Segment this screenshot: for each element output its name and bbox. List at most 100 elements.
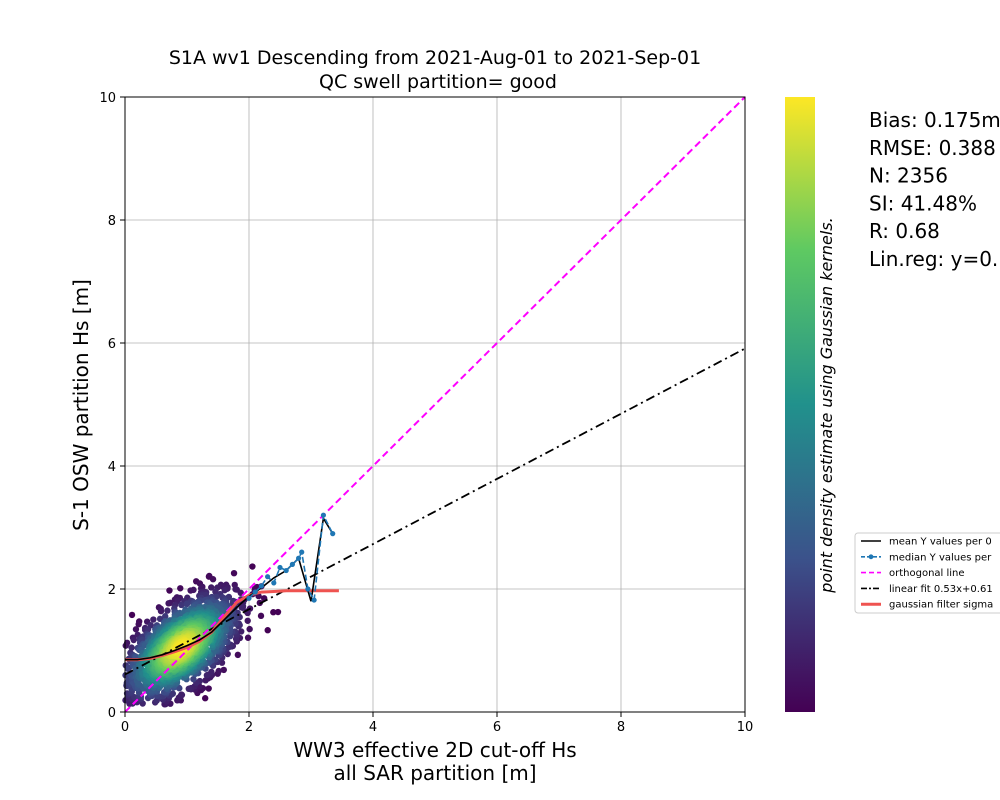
median-y-point — [265, 574, 271, 580]
legend-label-mean: mean Y values per 0 — [889, 537, 992, 548]
y-tick-label: 8 — [108, 214, 116, 229]
stat-line: Bias: 0.175m — [869, 108, 1000, 132]
x-tick-label: 10 — [737, 720, 754, 735]
scatter-point — [249, 563, 256, 570]
scatter-point — [230, 569, 238, 577]
chart-title: S1A wv1 Descending from 2021-Aug-01 to 2… — [169, 47, 701, 69]
orthogonal-line — [124, 96, 746, 713]
chart-titles: S1A wv1 Descending from 2021-Aug-01 to 2… — [169, 47, 701, 93]
scatter-point — [132, 626, 140, 633]
plot-frame — [124, 96, 746, 713]
colorbar-label: point density estimate using Gaussian ke… — [817, 217, 836, 593]
scatter-point — [190, 586, 197, 594]
y-tick-label: 4 — [108, 460, 116, 475]
scatter-point — [208, 584, 215, 591]
scatter-point — [202, 677, 209, 684]
scatter-point — [215, 667, 222, 675]
y-axis-ticks: 0 2 4 6 8 10 — [99, 91, 125, 721]
y-tick-label: 6 — [108, 337, 116, 352]
x-axis-ticks: 0 2 4 6 8 10 — [121, 712, 753, 735]
median-y-point — [289, 561, 295, 568]
scatter-point — [209, 576, 217, 583]
scatter-point — [270, 609, 277, 616]
x-axis-label-line2: all SAR partition [m] — [333, 761, 536, 785]
scatter-point — [264, 627, 271, 634]
median-y-point — [299, 549, 305, 555]
scatter-point — [169, 690, 177, 697]
scatter-point — [185, 685, 192, 693]
scatter-point — [135, 679, 142, 687]
scatter-point — [244, 617, 251, 624]
scatter-points — [122, 563, 282, 708]
scatter-point — [238, 628, 245, 635]
scatter-point — [232, 586, 239, 593]
stat-line: Lin.reg: y=0. — [869, 247, 998, 271]
legend-box — [854, 532, 1000, 614]
legend-label-orthogonal: orthogonal line — [889, 568, 965, 579]
median-y-point — [252, 589, 258, 595]
median-y-point — [271, 580, 277, 586]
scatter-point — [177, 585, 184, 592]
colorbar-gradient — [785, 97, 815, 712]
statistics-panel: Bias: 0.175m RMSE: 0.388 N: 2356 SI: 41.48%… — [869, 108, 1000, 271]
median-y-point — [246, 595, 252, 601]
median-y-point — [283, 567, 289, 574]
scatter-point — [162, 613, 169, 620]
y-tick-label: 10 — [99, 91, 116, 106]
scatter-point — [130, 636, 137, 644]
scatter-point — [274, 608, 282, 616]
scatter-point — [190, 675, 197, 683]
scatter-point — [221, 586, 228, 594]
legend-label-linfit: linear fit 0.53x+0.61 — [889, 584, 993, 595]
scatter-point — [128, 644, 135, 651]
scatter-point — [238, 604, 245, 611]
legend-label-gaussian: gaussian filter sigma — [889, 600, 993, 611]
stat-line: SI: 41.48% — [869, 191, 977, 215]
scatter-point — [234, 651, 242, 659]
scatter-point — [166, 587, 173, 594]
scatter-point — [150, 616, 157, 623]
x-tick-label: 4 — [369, 720, 377, 735]
y-axis-label: S-1 OSW partition Hs [m] — [69, 279, 93, 531]
median-y-point — [305, 586, 311, 592]
median-y-point — [296, 555, 302, 561]
mean-y-line — [125, 515, 334, 661]
median-y-point — [311, 597, 317, 603]
axis-labels: WW3 effective 2D cut-off Hs all SAR part… — [69, 279, 577, 785]
y-tick-label: 0 — [108, 706, 116, 721]
stat-line: RMSE: 0.388 — [869, 136, 996, 160]
scatter-point — [128, 611, 136, 619]
x-tick-label: 2 — [245, 720, 253, 735]
scatter-point — [203, 672, 211, 679]
legend-label-median: median Y values per — [889, 552, 992, 563]
legend-marker-median — [868, 554, 874, 560]
median-y-point — [277, 564, 283, 571]
median-y-point — [330, 531, 336, 537]
scatter-point — [183, 600, 190, 608]
scatter-point — [157, 607, 165, 615]
series-lines — [124, 96, 746, 713]
median-y-point — [320, 512, 326, 518]
x-tick-label: 8 — [617, 720, 625, 735]
x-axis-label: WW3 effective 2D cut-off Hs — [293, 738, 576, 762]
scatter-point — [135, 621, 142, 628]
scatter-point — [201, 695, 209, 702]
scatter-point — [205, 685, 212, 692]
scatter-point — [178, 691, 185, 698]
scatter-point — [164, 607, 171, 614]
y-tick-label: 2 — [108, 583, 116, 598]
scatter-point — [122, 642, 129, 649]
chart-subtitle: QC swell partition= good — [319, 71, 557, 93]
scatter-point — [244, 634, 252, 641]
scatter-point — [257, 612, 265, 620]
stat-line: N: 2356 — [869, 164, 948, 188]
x-tick-label: 6 — [493, 720, 501, 735]
x-tick-label: 0 — [121, 720, 129, 735]
scatter-point — [178, 601, 185, 609]
linear-fit-line — [124, 347, 746, 676]
colorbar: point density estimate using Gaussian ke… — [785, 97, 836, 712]
legend: mean Y values per 0 median Y values per or… — [854, 532, 1000, 614]
scatter-point — [212, 588, 219, 595]
median-y-point — [258, 583, 264, 589]
